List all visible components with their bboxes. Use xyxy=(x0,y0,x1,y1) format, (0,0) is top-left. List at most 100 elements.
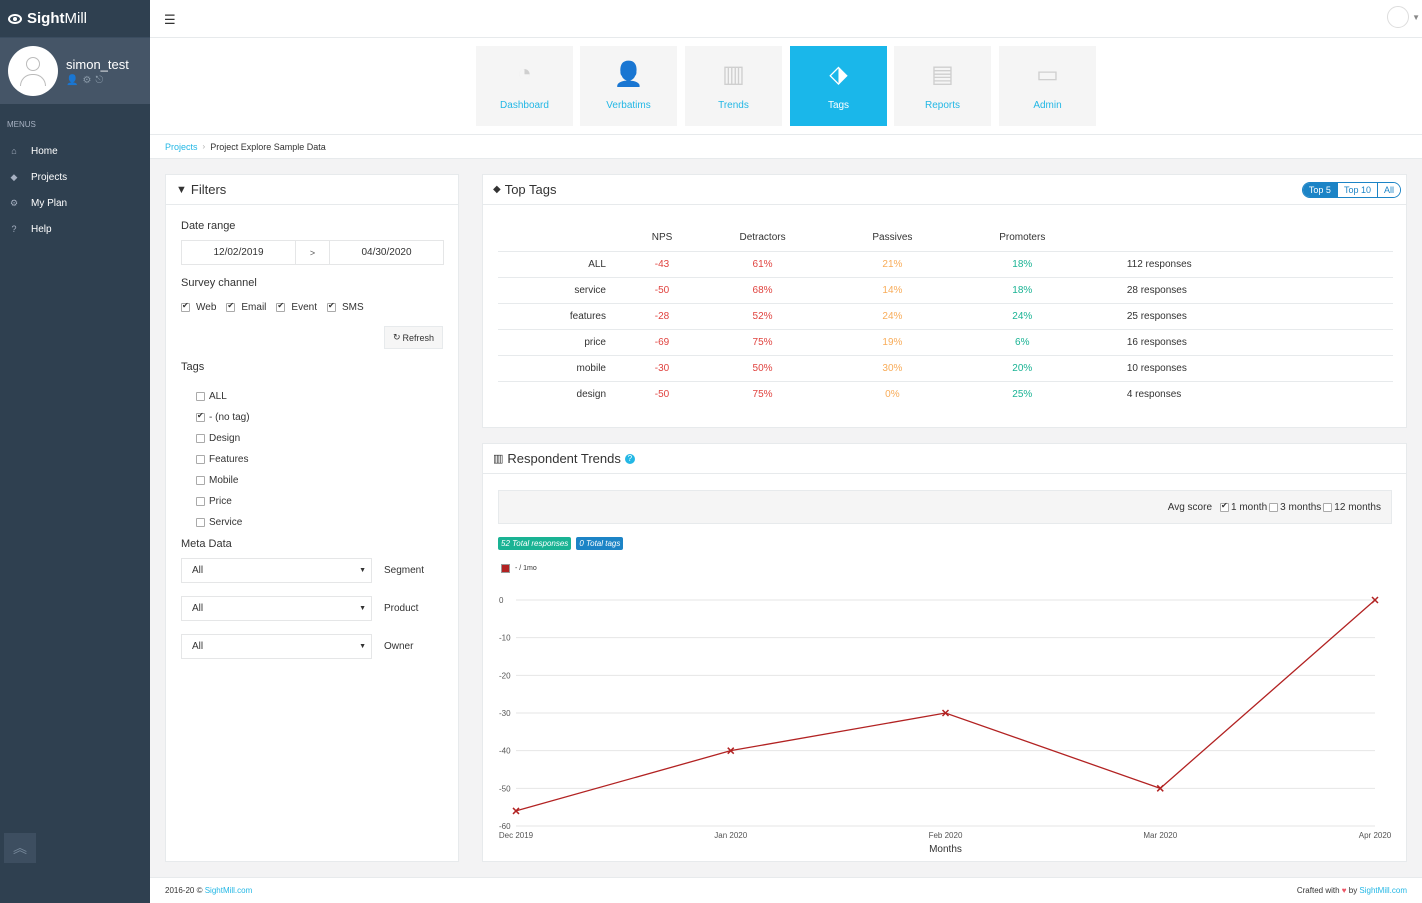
brand-name-b: Mill xyxy=(64,10,88,27)
period-12-months-checkbox[interactable]: 12 months xyxy=(1323,502,1381,513)
tag-label: Mobile xyxy=(209,475,239,486)
breadcrumb-projects-link[interactable]: Projects xyxy=(165,141,198,152)
table-row: design -50 75% 0% 25% 4 responses xyxy=(498,380,1393,407)
home-icon: ⌂ xyxy=(11,146,17,156)
detractors-cell: 50% xyxy=(693,354,833,381)
sidebar-item-my-plan[interactable]: ⚙ My Plan xyxy=(0,190,150,216)
all-button[interactable]: All xyxy=(1376,183,1400,197)
promoters-cell: 25% xyxy=(952,380,1092,407)
user-menu-dropdown[interactable]: ▼ xyxy=(1387,6,1420,28)
menus-label: MENUS xyxy=(7,120,36,129)
user-profile: simon_test 👤⚙⎋ xyxy=(0,38,150,104)
footer-crafted-text: Crafted with xyxy=(1296,886,1342,895)
caret-down-icon: ▼ xyxy=(359,643,366,650)
refresh-button[interactable]: ↻ Refresh xyxy=(384,326,443,349)
top-tags-table: NPS Detractors Passives Promoters ALL -43… xyxy=(498,225,1393,407)
tile-tags[interactable]: ⬗ Tags xyxy=(790,46,887,126)
segment-label: Segment xyxy=(384,565,425,576)
chart-legend[interactable]: - / 1mo xyxy=(501,564,537,573)
top-tags-header: ◆ Top Tags xyxy=(483,175,1406,205)
footer-left: 2016-20 © SightMill.com xyxy=(165,886,252,895)
tag-price-checkbox[interactable]: Price xyxy=(196,491,250,512)
tag-mobile-checkbox[interactable]: Mobile xyxy=(196,470,250,491)
tile-label: Reports xyxy=(924,100,960,111)
logout-icon[interactable]: ⎋ xyxy=(95,74,108,86)
footer: 2016-20 © SightMill.com Crafted with ♥ b… xyxy=(150,877,1422,903)
passives-cell: 21% xyxy=(832,250,953,277)
sidebar-item-help[interactable]: ? Help xyxy=(0,216,150,242)
help-icon[interactable]: ? xyxy=(624,453,635,464)
legend-swatch xyxy=(501,564,510,573)
tag-design-checkbox[interactable]: Design xyxy=(196,428,250,449)
owner-select[interactable]: All ▼ xyxy=(181,634,372,659)
footer-right-link[interactable]: SightMill.com xyxy=(1359,886,1407,895)
brand-logo[interactable]: Sight Mill xyxy=(0,0,150,38)
x-tick-label: Apr 2020 xyxy=(1359,831,1392,840)
responses-cell: 16 responses xyxy=(1091,328,1393,355)
sidebar-item-projects[interactable]: ◆ Projects xyxy=(0,164,150,190)
date-from-input[interactable]: 12/02/2019 xyxy=(182,241,296,264)
nps-cell: -50 xyxy=(631,380,693,407)
passives-cell: 14% xyxy=(832,276,953,303)
promoters-cell: 18% xyxy=(952,276,1092,303)
tag-no-tag-checkbox[interactable]: - (no tag) xyxy=(196,407,250,428)
channel-web-checkbox[interactable]: Web xyxy=(181,301,217,313)
nps-cell: -50 xyxy=(631,276,693,303)
tag-cell: price xyxy=(498,328,631,355)
column-header-detractors: Detractors xyxy=(739,232,786,244)
select-value: All xyxy=(192,565,204,576)
tile-admin[interactable]: ▭ Admin xyxy=(999,46,1096,126)
detractors-cell: 75% xyxy=(693,380,833,407)
tag-label: Features xyxy=(209,454,249,465)
top-5-button[interactable]: Top 5 xyxy=(1302,183,1337,197)
detractors-cell: 52% xyxy=(693,302,833,329)
segment-select[interactable]: All ▼ xyxy=(181,558,372,583)
sidebar-item-home[interactable]: ⌂ Home xyxy=(0,138,150,164)
data-point xyxy=(941,709,950,717)
tile-dashboard[interactable]: ◔ Dashboard xyxy=(476,46,573,126)
period-3-months-checkbox[interactable]: 3 months xyxy=(1269,502,1321,513)
period-label: 1 month xyxy=(1231,501,1268,513)
responses-cell: 25 responses xyxy=(1091,302,1393,329)
brand-name-a: Sight xyxy=(27,10,65,27)
tile-verbatims[interactable]: 👤 Verbatims xyxy=(580,46,677,126)
profile-gear-icon[interactable]: ⚙ xyxy=(82,74,96,86)
sidebar: Sight Mill simon_test 👤⚙⎋ MENUS ⌂ Home ◆ Pr… xyxy=(0,0,150,903)
hamburger-menu-icon[interactable]: ☰ xyxy=(164,12,176,27)
tag-cell: features xyxy=(498,302,631,329)
tile-label: Verbatims xyxy=(606,100,651,111)
period-1-month-checkbox[interactable]: 1 month xyxy=(1220,501,1268,513)
tag-features-checkbox[interactable]: Features xyxy=(196,449,250,470)
date-to-input[interactable]: 04/30/2020 xyxy=(361,247,412,258)
tag-all-checkbox[interactable]: ALL xyxy=(196,386,250,407)
x-tick-label: Mar 2020 xyxy=(1143,831,1177,840)
channel-sms-checkbox[interactable]: SMS xyxy=(326,301,364,313)
laptop-icon: ▭ xyxy=(1036,60,1059,88)
product-select[interactable]: All ▼ xyxy=(181,596,372,621)
total-responses-badge: 52 Total responses xyxy=(498,537,572,550)
channel-email-checkbox[interactable]: Email xyxy=(226,301,266,313)
channel-label: Web xyxy=(196,302,217,313)
top-10-button[interactable]: Top 10 xyxy=(1336,183,1377,197)
channel-event-checkbox[interactable]: Event xyxy=(276,301,317,313)
period-label: 12 months xyxy=(1334,501,1381,513)
meta-segment-row: All ▼ Segment xyxy=(181,558,424,583)
scroll-top-button[interactable]: ︽ xyxy=(4,833,36,863)
profile-user-icon[interactable]: 👤 xyxy=(66,74,83,86)
nps-cell: -28 xyxy=(631,302,693,329)
tag-cell: ALL xyxy=(498,250,631,277)
tile-trends[interactable]: ▥ Trends xyxy=(685,46,782,126)
tag-service-checkbox[interactable]: Service xyxy=(196,512,250,533)
filters-panel: ▼ Filters Date range 12/02/2019 > 04/30/… xyxy=(165,174,459,862)
avatar[interactable] xyxy=(8,46,58,96)
tag-label: Service xyxy=(209,517,243,528)
date-range-picker: 12/02/2019 > 04/30/2020 xyxy=(181,240,444,265)
x-tick-label: Jan 2020 xyxy=(714,831,747,840)
bar-chart-icon: ▥ xyxy=(722,60,745,88)
footer-left-link[interactable]: SightMill.com xyxy=(204,886,253,895)
select-value: All xyxy=(192,603,204,614)
y-tick-label: -40 xyxy=(499,747,511,756)
bar-chart-icon: ▥ xyxy=(493,453,504,465)
owner-label: Owner xyxy=(384,641,414,652)
tile-reports[interactable]: ▤ Reports xyxy=(894,46,991,126)
